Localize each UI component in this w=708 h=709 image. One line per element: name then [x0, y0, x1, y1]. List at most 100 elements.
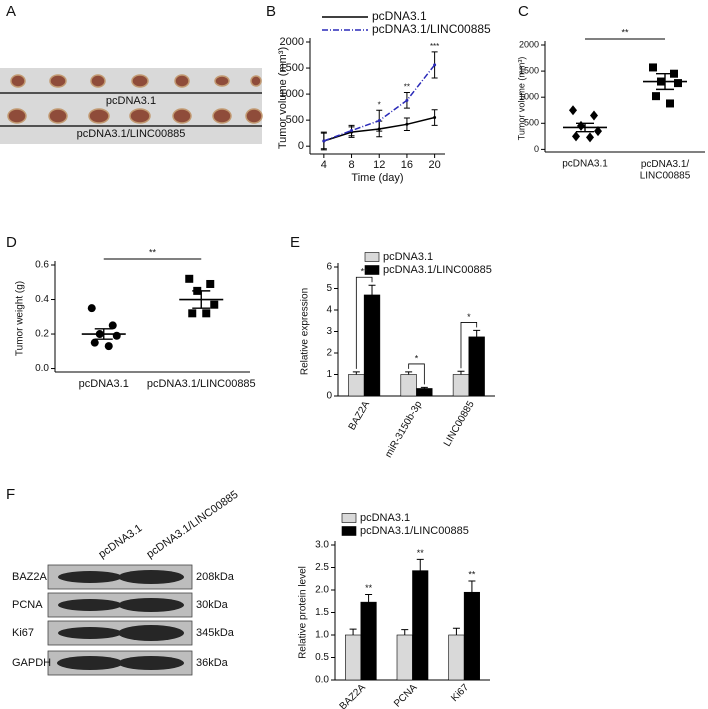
significance: * — [378, 100, 381, 109]
bar — [396, 634, 413, 681]
error-bar — [401, 629, 409, 635]
y-tick-label: 3.0 — [315, 540, 329, 551]
point — [108, 321, 117, 330]
significance: * — [467, 312, 471, 322]
panel-label: E — [290, 234, 300, 251]
error-bar — [420, 386, 428, 389]
x-tick-label: 4 — [321, 159, 327, 171]
point — [433, 63, 437, 67]
y-tick-label: 0.0 — [315, 675, 329, 686]
significance: ** — [149, 247, 157, 257]
tumor-photo: pcDNA3.1 pcDNA3.1/LINC00885 — [0, 68, 263, 144]
x-tick-label: BAZ2A — [338, 682, 368, 709]
y-axis-label: Tumor volume (mm³) — [516, 57, 526, 141]
bar — [348, 374, 365, 397]
y-tick-label: 1.5 — [315, 607, 329, 618]
point — [594, 126, 602, 137]
legend-label: pcDNA3.1 — [383, 251, 433, 263]
size-label: 345kDa — [196, 627, 235, 639]
bar — [345, 634, 362, 681]
error-bar — [473, 329, 481, 337]
point — [185, 274, 194, 283]
significance: * — [415, 353, 419, 363]
y-tick-label: 0.4 — [35, 294, 49, 305]
point — [674, 79, 682, 88]
bar — [452, 374, 470, 397]
y-tick-label: 1500 — [519, 65, 539, 75]
y-axis-label: Tumor weight (g) — [15, 281, 26, 356]
lane-label: pcDNA3.1/LINC00885 — [145, 489, 241, 561]
y-tick-label: 0 — [534, 144, 539, 154]
x-tick-label: 12 — [373, 159, 385, 171]
y-tick-label: 2 — [326, 348, 332, 359]
panel-label: C — [518, 3, 529, 20]
error-bar — [457, 370, 465, 375]
bar — [400, 374, 417, 397]
y-tick-label: 1 — [326, 369, 332, 380]
y-tick-label: 2.5 — [315, 562, 329, 573]
x-tick-label: LINC00885 — [442, 399, 477, 449]
panel-label: B — [266, 3, 276, 20]
y-tick-label: 0.2 — [35, 329, 49, 340]
significance-bracket — [460, 322, 478, 369]
significance: ** — [404, 83, 410, 92]
protein-label: PCNA — [12, 599, 43, 611]
point — [377, 119, 381, 123]
point — [350, 129, 354, 133]
x-tick-label: BAZ2A — [347, 399, 373, 432]
y-axis-label: Tumor volume (mm³) — [277, 47, 289, 149]
y-tick-label: 1.0 — [315, 630, 329, 641]
significance: ** — [365, 583, 373, 593]
x-tick-label: PCNA — [392, 682, 420, 709]
y-tick-label: 0.0 — [35, 363, 49, 374]
x-tick-label: 16 — [401, 159, 413, 171]
y-tick-label: 0.6 — [35, 260, 49, 271]
size-label: 36kDa — [196, 657, 229, 669]
error-bar — [365, 594, 373, 603]
size-label: 30kDa — [196, 599, 229, 611]
western-blot: pcDNA3.1 pcDNA3.1/LINC00885 BAZ2A PCNA K… — [12, 489, 241, 676]
error-bar — [468, 580, 476, 593]
significance-bracket — [408, 363, 425, 385]
x-tick-label: 20 — [428, 159, 440, 171]
point — [112, 331, 121, 340]
point — [104, 342, 113, 351]
panel-label: D — [6, 234, 17, 251]
point — [649, 63, 657, 72]
significance: *** — [430, 42, 439, 51]
bar — [360, 601, 377, 681]
point — [569, 105, 577, 116]
y-tick-label: 4 — [326, 305, 332, 316]
point — [590, 110, 598, 121]
legend-swatch — [364, 252, 380, 262]
x-tick-label: pcDNA3.1 — [562, 159, 608, 170]
legend-label: pcDNA3.1/LINC00885 — [372, 22, 491, 36]
x-tick-label: Ki67 — [449, 682, 471, 704]
bar — [416, 388, 433, 397]
bar — [363, 294, 381, 397]
y-tick-label: 1500 — [280, 62, 304, 74]
legend-swatch — [341, 526, 357, 536]
error-bar — [405, 371, 413, 375]
point — [586, 132, 594, 143]
point — [666, 99, 674, 108]
y-tick-label: 0 — [326, 391, 332, 402]
point — [206, 279, 215, 288]
significance: ** — [361, 267, 369, 277]
error-bar — [452, 627, 460, 635]
y-tick-label: 0.5 — [315, 652, 329, 663]
row-label: pcDNA3.1 — [106, 95, 156, 107]
x-axis-label: Time (day) — [351, 172, 403, 184]
point — [188, 309, 197, 318]
x-tick-label: miR-3150b-3p — [383, 399, 424, 460]
point — [433, 116, 437, 120]
legend-swatch — [364, 265, 380, 275]
point — [90, 338, 99, 347]
y-tick-label: 500 — [286, 114, 304, 126]
error-bar — [349, 628, 357, 635]
y-tick-label: 3 — [326, 326, 332, 337]
point — [577, 120, 585, 131]
panel-label: A — [6, 3, 16, 20]
error-bar — [352, 371, 360, 375]
